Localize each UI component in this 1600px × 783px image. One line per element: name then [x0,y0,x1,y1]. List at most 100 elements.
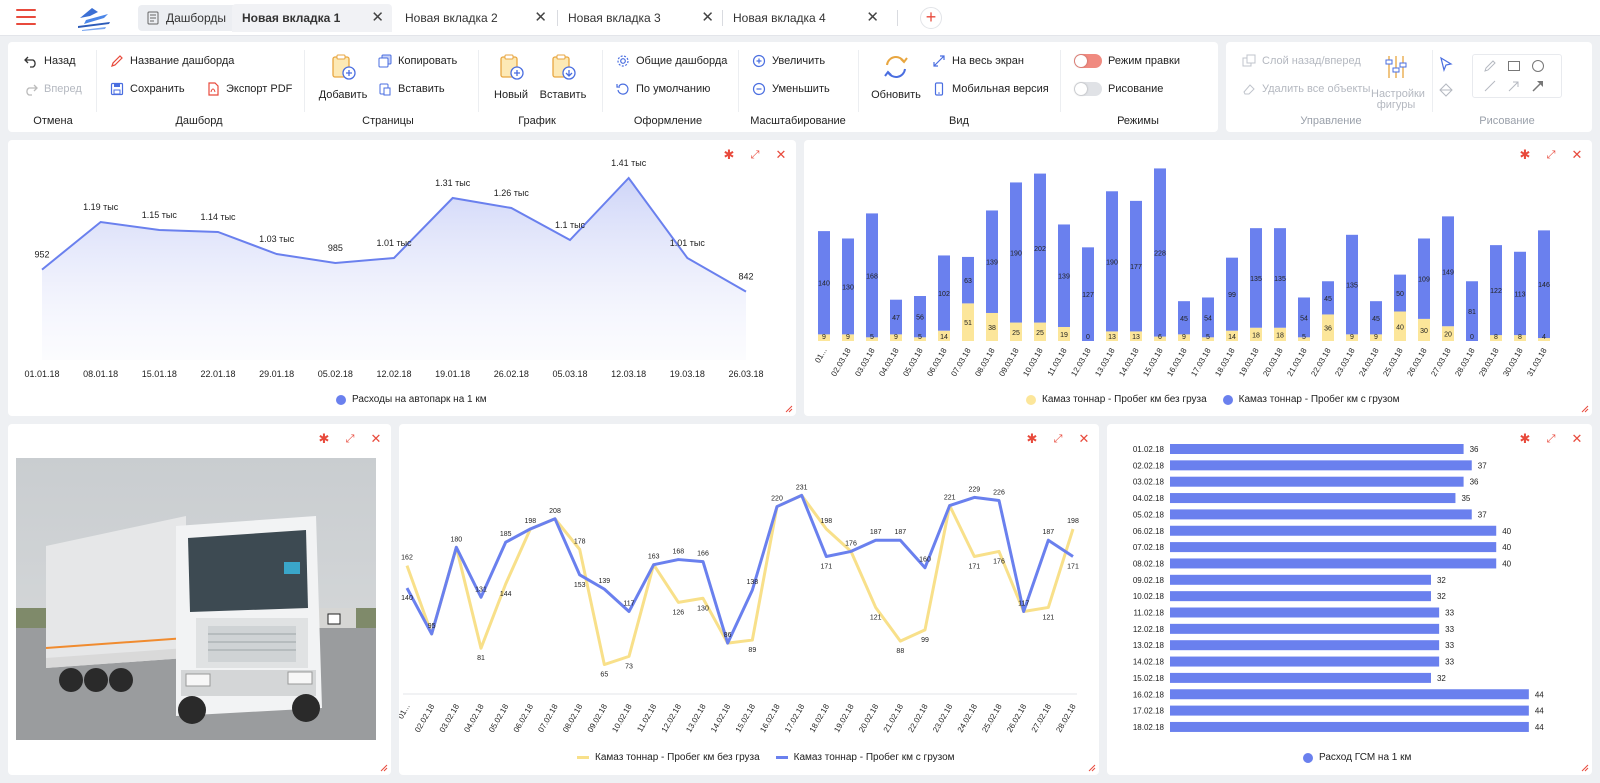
expand-icon[interactable]: ⤢ [345,433,355,445]
x-tick-label: 11.03.18 [1046,346,1069,377]
bar-segment-empty [1106,331,1118,341]
gear-icon[interactable]: ✱ [1026,431,1038,446]
gear-icon[interactable]: ✱ [318,431,330,446]
bar-segment-loaded [914,296,926,338]
forward-button[interactable]: Вперед [24,82,82,96]
add-page-button[interactable]: Добавить [318,52,368,101]
legend-item[interactable]: Камаз тоннар - Пробег км с грузом [775,752,955,763]
bar [1170,558,1497,569]
close-icon[interactable]: ✕ [1078,431,1090,446]
zoom-in-button[interactable]: Увеличить [752,54,825,68]
close-icon[interactable]: ✕ [371,9,384,26]
toggle-switch[interactable] [1074,54,1102,68]
x-tick-label: 19.01.18 [435,369,470,379]
tab-3[interactable]: Новая вкладка 3 ✕ [558,4,722,32]
save-button[interactable]: Сохранить [110,82,185,96]
toggle-switch[interactable] [1074,82,1102,96]
legend-item[interactable]: Камаз тоннар - Пробег км без груза [577,752,760,763]
data-label: 187 [870,529,882,536]
reset-icon [616,83,629,95]
legend-item[interactable]: Камаз тоннар - Пробег км без груза [1026,394,1207,405]
cursor-icon[interactable] [1438,56,1454,72]
mobile-version-button[interactable]: Мобильная версия [932,82,1049,96]
resize-handle-icon[interactable] [1581,405,1589,413]
bar [1170,525,1497,536]
bar-segment-empty [1370,334,1382,341]
x-tick-label: 25.03.18 [1381,346,1405,378]
legend-item[interactable]: Камаз тоннар - Пробег км с грузом [1222,394,1400,405]
data-label: 44 [1535,723,1544,732]
data-label: 117 [1018,601,1029,608]
bar [1170,591,1431,602]
x-tick-label: 23.02.18 [931,702,955,734]
shape-settings-label: Настройки фигуры [1371,88,1425,111]
close-icon[interactable]: ✕ [1571,147,1583,162]
line-icon[interactable] [1483,79,1497,93]
data-label: 1.19 тыс [83,202,119,212]
circle-icon[interactable] [1531,59,1545,73]
expand-icon[interactable]: ⤢ [1546,433,1556,445]
expand-icon[interactable]: ⤢ [1053,433,1063,445]
delete-all-button[interactable]: Удалить все объекты [1242,82,1370,96]
legend-item[interactable]: Расход ГСМ на 1 км [1303,752,1411,763]
data-label: 117 [623,601,634,608]
expand-icon[interactable]: ⤢ [750,149,760,161]
common-design-button[interactable]: Общие дашборда [616,54,727,68]
legend-item[interactable]: Расходы на автопарк на 1 км [336,394,487,405]
layer-order-button[interactable]: Слой назад/вперед [1242,54,1361,68]
resize-handle-icon[interactable] [785,405,793,413]
add-tab-button[interactable]: + [920,7,942,29]
expand-icon[interactable]: ⤢ [1546,149,1556,161]
paste-page-button[interactable]: Вставить [378,82,445,96]
arrow-icon[interactable] [1507,79,1521,93]
tab-2[interactable]: Новая вкладка 2 ✕ [395,4,555,32]
dashboards-button[interactable]: Дашборды [138,5,238,31]
drawing-mode-toggle[interactable]: Рисование [1074,82,1163,96]
logo-icon [76,4,112,32]
data-label: 54 [1204,315,1212,322]
default-design-button[interactable]: По умолчанию [616,82,710,96]
shape-toggle-icon[interactable] [1438,82,1454,98]
bar-segment-empty [1394,311,1406,341]
export-pdf-button[interactable]: Экспорт PDF [206,82,292,96]
edit-mode-label: Режим правки [1108,55,1180,67]
fullscreen-button[interactable]: На весь экран [932,54,1024,68]
filled-arrow-icon[interactable] [1531,79,1545,93]
y-tick-label: 16.02.18 [1133,690,1165,699]
paste-chart-button[interactable]: Вставить [538,52,588,101]
close-icon[interactable]: ✕ [534,9,547,26]
new-chart-button[interactable]: Новый [486,52,536,101]
pencil-icon[interactable] [1483,59,1497,73]
resize-handle-icon[interactable] [1088,764,1096,772]
dashboard-name-button[interactable]: Название дашборда [110,54,234,68]
resize-handle-icon[interactable] [380,764,388,772]
gear-icon[interactable]: ✱ [723,147,735,162]
data-label: 187 [1042,529,1054,536]
back-button[interactable]: Назад [24,54,76,68]
close-icon[interactable]: ✕ [701,9,714,26]
refresh-button[interactable]: Обновить [868,52,924,101]
close-icon[interactable]: ✕ [370,431,382,446]
data-label: 130 [697,605,709,612]
redo-icon [26,84,38,96]
resize-handle-icon[interactable] [1581,764,1589,772]
close-icon[interactable]: ✕ [775,147,787,162]
menu-icon[interactable] [16,9,36,25]
gear-icon[interactable]: ✱ [1519,431,1531,446]
close-icon[interactable]: ✕ [866,9,879,26]
tab-4[interactable]: Новая вкладка 4 ✕ [723,4,887,32]
bar-segment-loaded [1442,216,1454,327]
tab-1[interactable]: Новая вкладка 1 ✕ [232,4,392,32]
zoom-out-button[interactable]: Уменьшить [752,82,830,96]
edit-mode-toggle[interactable]: Режим правки [1074,54,1180,68]
rectangle-icon[interactable] [1507,59,1521,73]
panel-controls: ✱ ⤢ ✕ [317,432,383,446]
copy-page-button[interactable]: Копировать [378,54,457,68]
close-icon[interactable]: ✕ [1571,431,1583,446]
data-label: 229 [968,486,980,493]
group-label-modes: Режимы [1117,115,1159,127]
gear-icon[interactable]: ✱ [1519,147,1531,162]
data-label: 20 [1444,332,1452,339]
data-label: 1.14 тыс [200,212,236,222]
shape-settings-button[interactable]: Настройки фигуры [1366,52,1426,111]
